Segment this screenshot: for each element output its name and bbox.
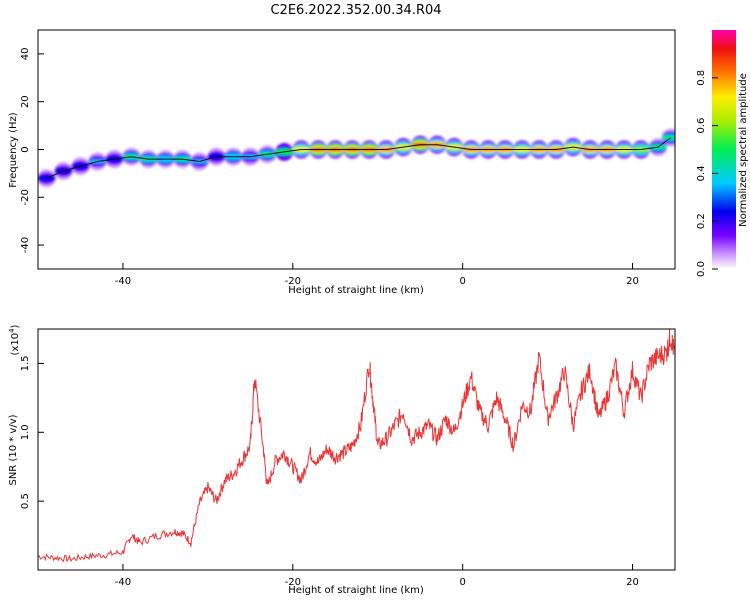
colorbar-ticks: 0.0 0.2 0.4 0.6 0.8 — [696, 70, 718, 277]
y-tick-label: 0 — [20, 146, 31, 152]
spectrogram-xlabel: Height of straight line (km) — [288, 285, 424, 296]
spectrogram-panel: -40 -20 0 20 -40 -20 0 20 40 Height of straight … — [8, 29, 676, 296]
y-tick-label: -20 — [20, 189, 31, 205]
snr-ticks: -40 -20 0 20 0.5 1.0 1.5 — [20, 355, 639, 588]
colorbar-tick-label: 0.2 — [696, 213, 707, 229]
snr-series-line — [38, 329, 675, 563]
x-tick-label: 0 — [459, 577, 465, 588]
snr-scale-label: (x104) — [8, 324, 21, 355]
x-tick-label: 20 — [626, 276, 639, 287]
x-tick-label: -20 — [285, 276, 301, 287]
x-tick-label: -20 — [285, 577, 301, 588]
spectrogram-ylabel: Frequency (Hz) — [8, 112, 19, 188]
y-tick-label: 1.0 — [20, 424, 31, 440]
colorbar-tick-label: 0.0 — [696, 261, 707, 277]
spectrogram-data — [38, 128, 675, 188]
spectrogram-ticks: -40 -20 0 20 -40 -20 0 20 40 — [20, 48, 639, 287]
snr-ylabel: SNR (10 * v/v) — [8, 414, 19, 485]
colorbar-tick-label: 0.4 — [696, 165, 707, 181]
y-tick-label: 20 — [20, 95, 31, 108]
y-tick-label: 0.5 — [20, 493, 31, 509]
y-tick-label: 1.5 — [20, 355, 31, 371]
colorbar-label: Normalized spectral amplitude — [738, 73, 749, 227]
x-tick-label: 20 — [626, 577, 639, 588]
x-tick-label: 0 — [459, 276, 465, 287]
snr-frame — [37, 328, 676, 571]
colorbar-tick-label: 0.6 — [696, 118, 707, 134]
snr-xlabel: Height of straight line (km) — [288, 585, 424, 596]
snr-data — [38, 329, 675, 563]
x-tick-label: -40 — [115, 577, 131, 588]
x-tick-label: -40 — [115, 276, 131, 287]
y-tick-label: 40 — [20, 48, 31, 61]
ridge-line — [46, 137, 672, 179]
snr-panel: -40 -20 0 20 0.5 1.0 1.5 Height of straight li… — [8, 324, 676, 596]
figure-title: C2E6.2022.352.00.34.R04 — [270, 3, 441, 18]
colorbar-tick-label: 0.8 — [696, 70, 707, 86]
y-tick-label: -40 — [20, 237, 31, 253]
colorbar-gradient — [712, 30, 736, 269]
spectral-blob — [661, 135, 675, 140]
colorbar: 0.0 0.2 0.4 0.6 0.8 Normalized spectral ampl… — [696, 30, 749, 277]
